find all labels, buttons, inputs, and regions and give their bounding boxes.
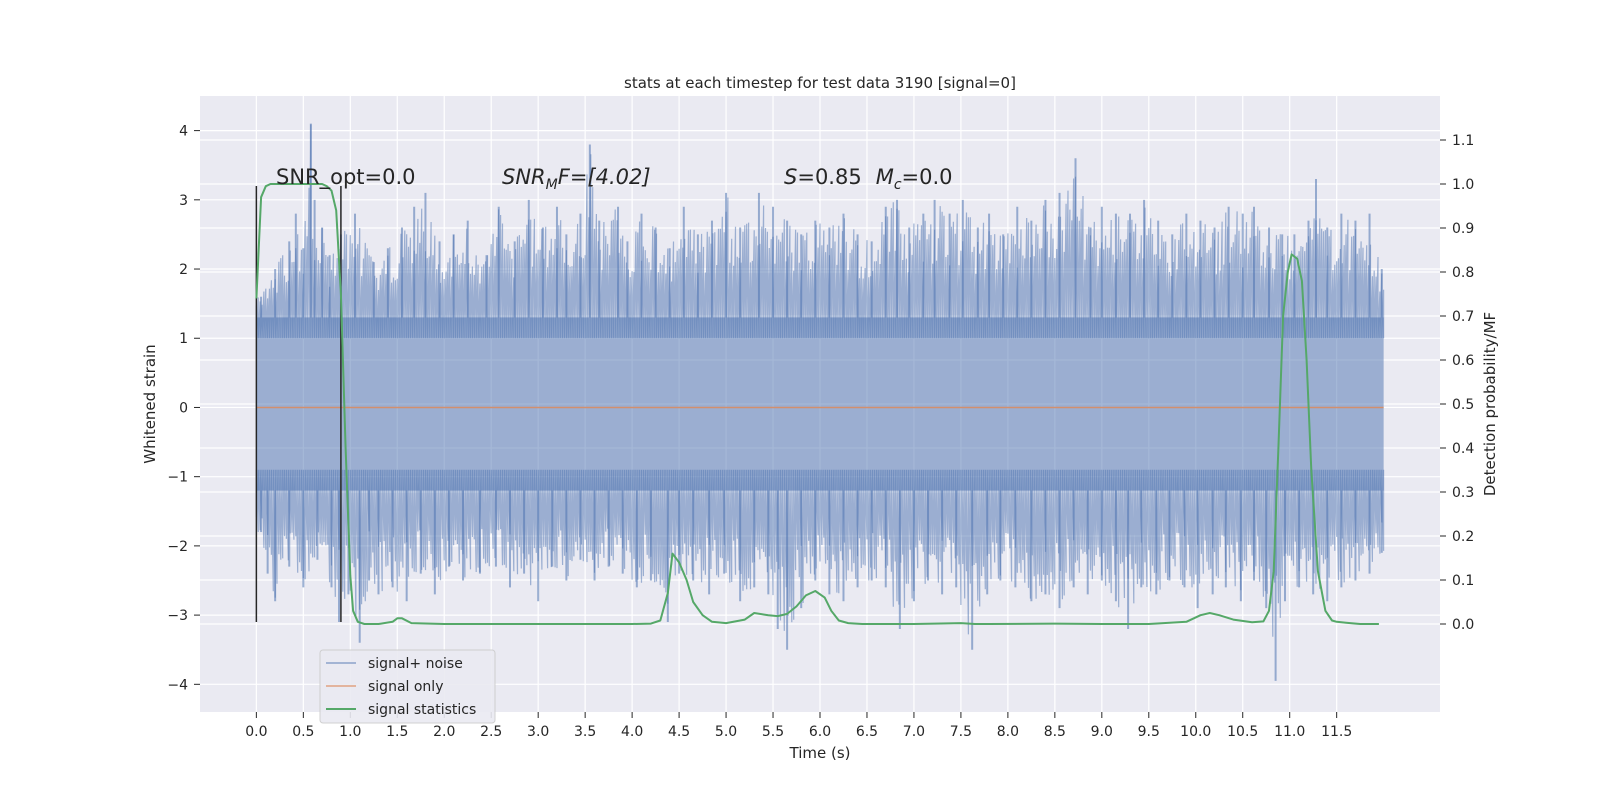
y-left-axis-ticks: 4 3 2 1 0 −1 −2 −3 −4 bbox=[167, 124, 200, 693]
y-right-tick-label: 0.7 bbox=[1452, 309, 1474, 325]
legend-box bbox=[319, 649, 496, 724]
x-tick-label: 6.0 bbox=[809, 724, 831, 740]
y-right-axis-label: Detection probability/MF bbox=[1481, 312, 1499, 496]
x-tick-label: 3.0 bbox=[527, 724, 549, 740]
x-tick-label: 6.5 bbox=[856, 724, 878, 740]
y-right-tick-label: 1.1 bbox=[1452, 133, 1474, 149]
y-right-tick-label: 0.4 bbox=[1452, 441, 1474, 457]
y-left-tick-label: 0 bbox=[179, 400, 188, 416]
chart-title: stats at each timestep for test data 319… bbox=[624, 74, 1016, 92]
y-right-tick-label: 0.9 bbox=[1452, 221, 1474, 237]
legend-label-signal-noise: signal+ noise bbox=[368, 656, 463, 672]
y-right-tick-label: 0.6 bbox=[1452, 353, 1474, 369]
mc-subscript: c bbox=[894, 177, 902, 193]
x-tick-label: 0.5 bbox=[292, 724, 314, 740]
x-tick-label: 0.0 bbox=[245, 724, 267, 740]
event-markers bbox=[255, 185, 342, 623]
noise-lower-trace bbox=[255, 469, 1385, 637]
x-axis-ticks: 0.0 0.5 1.0 1.5 2.0 2.5 3.0 3.5 4.0 4.5 5.0 5.5 6.0 6… bbox=[245, 712, 1352, 740]
x-tick-label: 5.5 bbox=[762, 724, 784, 740]
snr-mf-subscript: M bbox=[546, 177, 558, 193]
signal-statistics-series bbox=[255, 183, 1379, 625]
y-right-tick-label: 0.3 bbox=[1452, 485, 1474, 501]
x-tick-label: 5.0 bbox=[715, 724, 737, 740]
x-tick-label: 2.0 bbox=[433, 724, 455, 740]
annotation-snr-mf: SNRMF=[4.02] bbox=[502, 165, 651, 193]
x-tick-label: 1.0 bbox=[339, 724, 361, 740]
x-tick-label: 7.5 bbox=[950, 724, 972, 740]
y-right-tick-label: 0.8 bbox=[1452, 265, 1474, 281]
snr-mf-suffix: F=[4.02] bbox=[558, 165, 651, 189]
y-left-axis-label: Whitened strain bbox=[141, 344, 159, 463]
x-tick-label: 9.5 bbox=[1138, 724, 1160, 740]
noise-upper-trace bbox=[255, 124, 1385, 339]
y-right-tick-label: 0.2 bbox=[1452, 529, 1474, 545]
legend-label-signal-statistics: signal statistics bbox=[368, 702, 476, 718]
annotation-snr-opt: SNR_opt=0.0 bbox=[276, 165, 416, 190]
x-tick-label: 9.0 bbox=[1091, 724, 1113, 740]
y-left-tick-label: −1 bbox=[167, 470, 188, 486]
x-tick-label: 7.0 bbox=[903, 724, 925, 740]
s-value: =0.85 bbox=[797, 165, 861, 189]
mc-label: M bbox=[876, 165, 894, 189]
x-axis-label: Time (s) bbox=[789, 744, 851, 762]
y-left-tick-label: 1 bbox=[179, 331, 188, 347]
s-label: S bbox=[784, 165, 797, 189]
annotation-s-mc: S=0.85 Mc=0.0 bbox=[784, 165, 953, 193]
x-tick-label: 4.5 bbox=[668, 724, 690, 740]
y-left-tick-label: −2 bbox=[167, 539, 188, 555]
legend: signal+ noise signal only signal statist… bbox=[319, 649, 496, 724]
snr-mf-prefix: SNR bbox=[502, 165, 546, 189]
y-left-tick-label: −4 bbox=[167, 677, 188, 693]
signal-statistics-line bbox=[255, 183, 1379, 625]
x-tick-label: 4.0 bbox=[621, 724, 643, 740]
x-tick-label: 1.5 bbox=[386, 724, 408, 740]
x-tick-label: 10.5 bbox=[1227, 724, 1258, 740]
y-right-axis-ticks: 1.1 1.0 0.9 0.8 0.7 0.6 0.5 0.4 0.3 0.2 0.1 0.0 bbox=[1440, 133, 1474, 633]
x-tick-label: 11.0 bbox=[1274, 724, 1305, 740]
x-tick-label: 11.5 bbox=[1321, 724, 1352, 740]
noise-core-band bbox=[256, 317, 1384, 491]
x-tick-label: 8.5 bbox=[1044, 724, 1066, 740]
x-tick-label: 8.0 bbox=[997, 724, 1019, 740]
y-left-tick-label: 4 bbox=[179, 124, 188, 140]
y-right-tick-label: 1.0 bbox=[1452, 177, 1474, 193]
y-right-tick-label: 0.5 bbox=[1452, 397, 1474, 413]
legend-label-signal-only: signal only bbox=[368, 679, 443, 695]
x-tick-label: 3.5 bbox=[574, 724, 596, 740]
y-left-tick-label: −3 bbox=[167, 608, 188, 624]
y-left-tick-label: 3 bbox=[179, 193, 188, 209]
y-right-tick-label: 0.1 bbox=[1452, 573, 1474, 589]
mc-value: =0.0 bbox=[902, 165, 953, 189]
y-left-tick-label: 2 bbox=[179, 262, 188, 278]
x-tick-label: 10.0 bbox=[1180, 724, 1211, 740]
signal-noise-series bbox=[255, 123, 1385, 681]
y-right-tick-label: 0.0 bbox=[1452, 617, 1474, 633]
x-tick-label: 2.5 bbox=[480, 724, 502, 740]
